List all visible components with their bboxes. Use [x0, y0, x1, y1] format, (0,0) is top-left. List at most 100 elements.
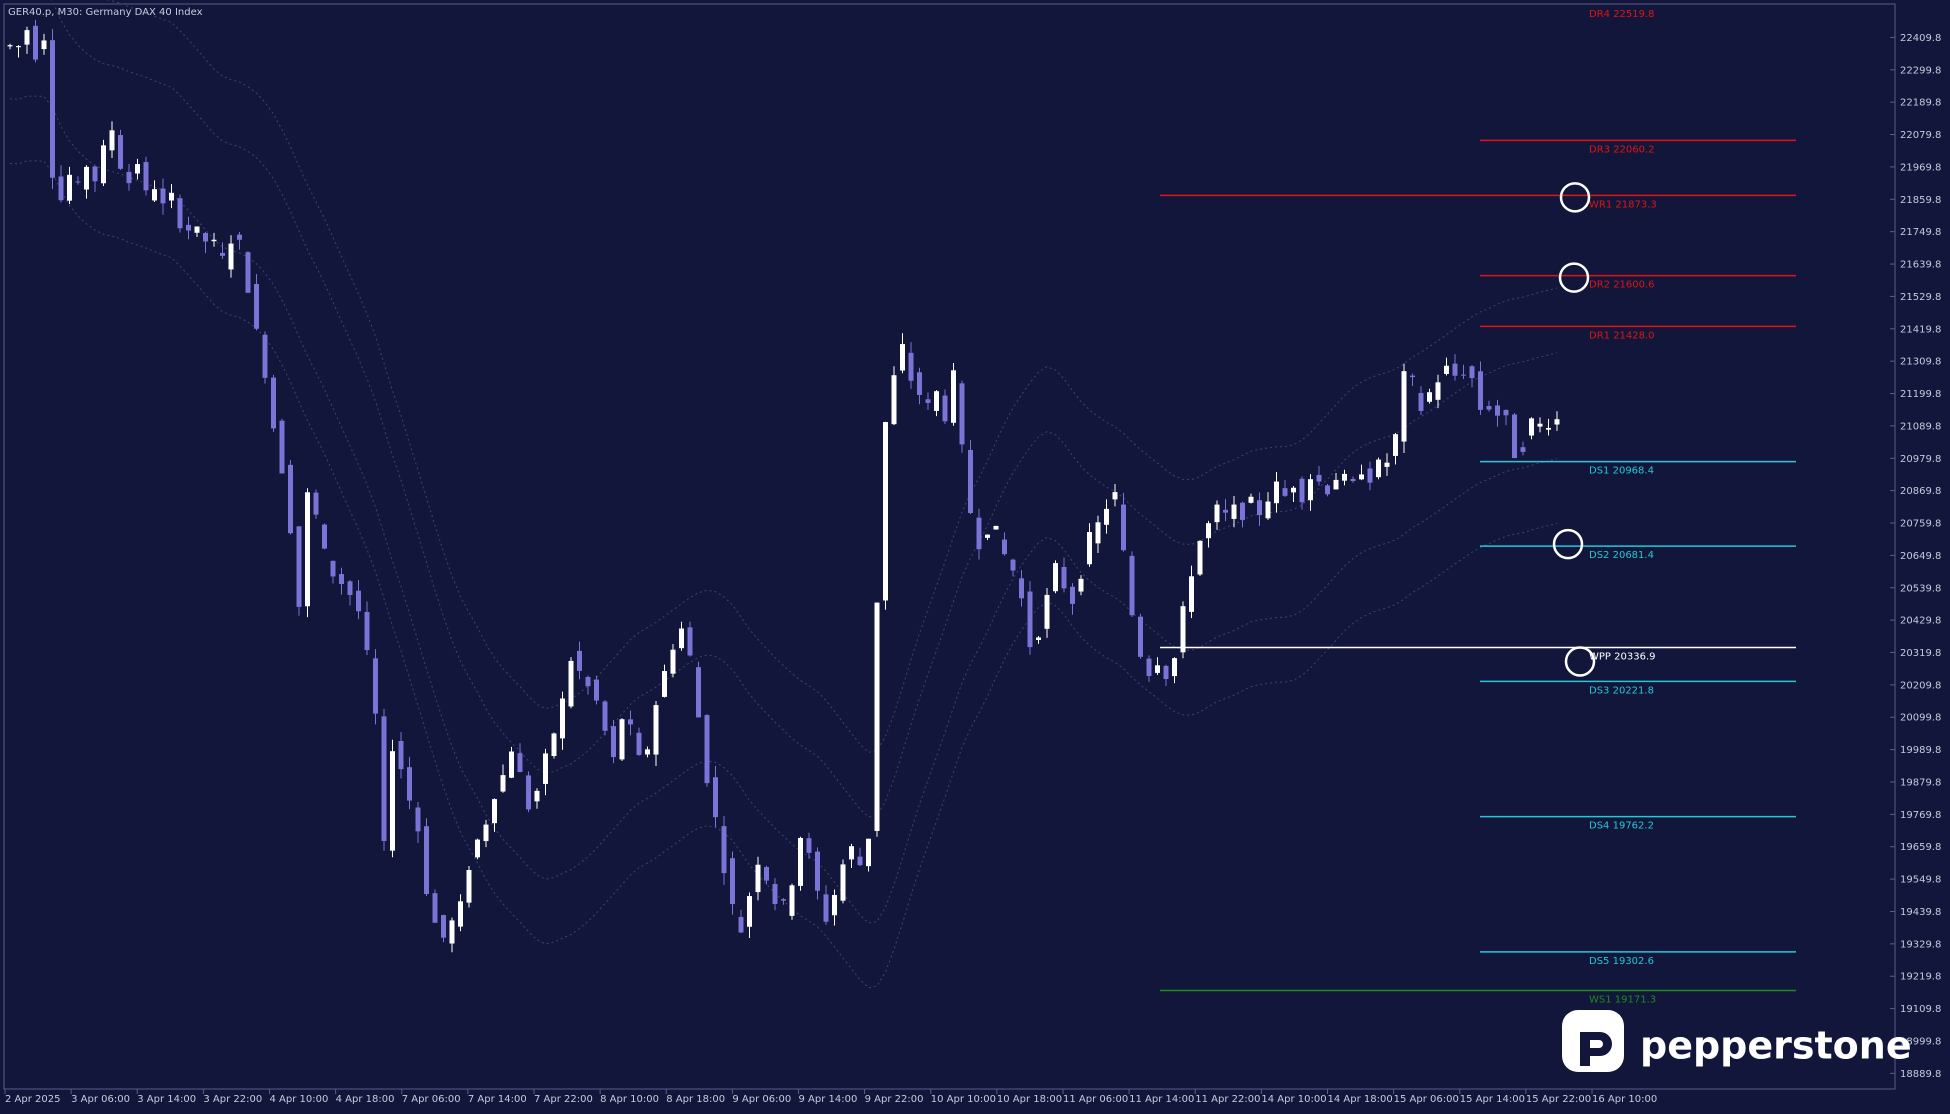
candle	[1435, 374, 1441, 409]
level-ds4: DS4 19762.2	[1480, 815, 1796, 832]
chart-frame	[3, 3, 1896, 1090]
envelope-bands	[9, 0, 1558, 989]
price-tick-label: 18999.8	[1900, 1036, 1941, 1047]
envelope-line	[9, 95, 1558, 924]
candle	[1350, 476, 1356, 483]
time-tick-label: 3 Apr 14:00	[137, 1094, 196, 1105]
candle	[772, 878, 778, 911]
candle	[1087, 523, 1092, 567]
price-tick-label: 19769.8	[1900, 810, 1941, 821]
candle	[1078, 575, 1084, 596]
candle	[1036, 635, 1041, 644]
price-tick-label: 19989.8	[1900, 745, 1941, 756]
level-label: DS5 19302.6	[1589, 956, 1654, 967]
candle	[1027, 581, 1033, 655]
candle	[891, 366, 897, 426]
candle	[1410, 373, 1415, 386]
candle	[279, 418, 285, 474]
candle	[1520, 441, 1526, 456]
candle	[271, 374, 276, 432]
candle	[993, 525, 999, 530]
candle	[645, 746, 650, 758]
candle	[1129, 551, 1135, 617]
candle	[900, 333, 905, 374]
candle	[1155, 657, 1160, 676]
candle	[543, 748, 548, 796]
candle	[662, 664, 667, 698]
level-wpp: WPP 20336.9	[1160, 646, 1796, 662]
candle	[1206, 520, 1211, 548]
candle	[509, 746, 514, 779]
candle	[1248, 493, 1254, 504]
candle	[135, 158, 140, 180]
time-tick-label: 14 Apr 18:00	[1328, 1094, 1393, 1105]
candle	[526, 771, 531, 813]
circle-marker	[1559, 182, 1591, 213]
candle	[1121, 492, 1126, 552]
level-ds3: DS3 20221.8	[1480, 680, 1796, 696]
level-ds5: DS5 19302.6	[1480, 951, 1796, 967]
time-tick-label: 3 Apr 22:00	[203, 1094, 262, 1105]
candle	[534, 788, 540, 809]
price-tick-label: 19219.8	[1900, 972, 1941, 983]
candle	[653, 701, 659, 767]
time-tick-label: 7 Apr 06:00	[402, 1094, 461, 1105]
candle	[41, 33, 47, 55]
candle	[1384, 453, 1390, 476]
candle	[228, 235, 234, 278]
time-tick-label: 16 Apr 10:00	[1592, 1094, 1657, 1105]
level-label: DS2 20681.4	[1589, 550, 1654, 561]
candle	[1274, 472, 1279, 513]
candle	[628, 710, 633, 736]
pivot-levels: DR4 22519.8 DR3 22060.2 WR1 21873.3 DR2 216…	[1160, 9, 1796, 1006]
candle	[186, 216, 191, 240]
candle	[874, 602, 880, 837]
candle	[1061, 557, 1067, 593]
candle	[1104, 499, 1109, 534]
candle	[211, 232, 217, 247]
time-tick-label: 11 Apr 14:00	[1129, 1094, 1194, 1105]
candle	[160, 178, 166, 215]
time-tick-label: 2 Apr 2025	[5, 1094, 60, 1105]
level-label: WS1 19171.3	[1589, 995, 1656, 1006]
price-tick-label: 20649.8	[1900, 551, 1941, 562]
candle	[296, 526, 302, 616]
candle	[1223, 499, 1228, 522]
candle	[1316, 465, 1322, 486]
candle	[1019, 570, 1024, 607]
candle	[33, 19, 38, 63]
candle	[568, 657, 574, 709]
price-tick-label: 22409.8	[1900, 33, 1941, 44]
candle	[126, 163, 132, 191]
time-tick-label: 3 Apr 06:00	[71, 1094, 130, 1105]
candle	[951, 362, 956, 426]
candle	[1189, 565, 1194, 619]
price-tick-label: 20869.8	[1900, 486, 1941, 497]
candle	[1546, 418, 1551, 436]
candle	[1359, 464, 1364, 481]
candle	[92, 165, 98, 193]
candle	[356, 580, 361, 620]
envelope-line	[50, 0, 1558, 818]
candle	[24, 26, 30, 54]
candle	[883, 421, 888, 610]
time-tick-label: 7 Apr 14:00	[468, 1094, 527, 1105]
circle-marker	[1552, 528, 1584, 560]
level-ds1: DS1 20968.4	[1480, 460, 1796, 477]
candle	[832, 889, 837, 926]
candle	[1257, 492, 1262, 526]
candle	[16, 45, 21, 58]
pepperstone-logo-badge	[1562, 1010, 1624, 1072]
candle	[1010, 558, 1016, 577]
candle	[254, 273, 259, 331]
time-tick-label: 7 Apr 22:00	[534, 1094, 593, 1105]
time-tick-label: 11 Apr 06:00	[1063, 1094, 1128, 1105]
candle	[432, 889, 438, 923]
candle	[976, 508, 982, 560]
candle	[704, 714, 710, 787]
candle	[330, 560, 336, 584]
candle	[789, 883, 795, 920]
candle	[942, 389, 948, 425]
